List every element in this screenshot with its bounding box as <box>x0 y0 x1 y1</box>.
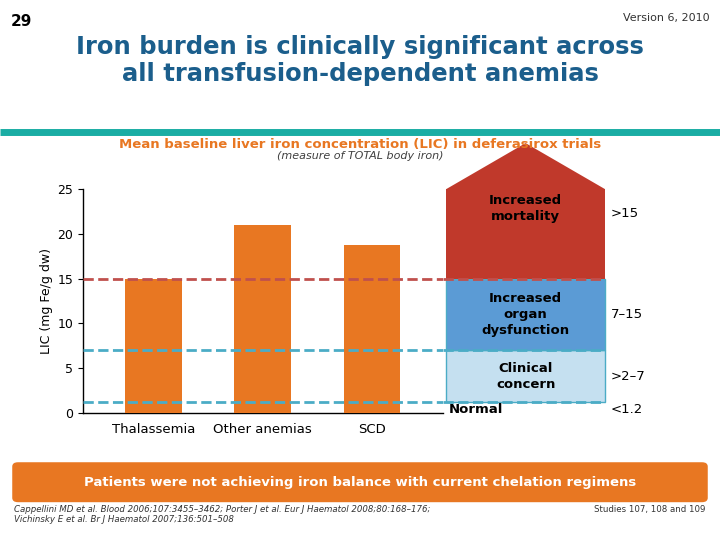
Text: Patients were not achieving iron balance with current chelation regimens: Patients were not achieving iron balance… <box>84 476 636 489</box>
Text: Increased
organ
dysfunction: Increased organ dysfunction <box>482 292 570 337</box>
Text: Version 6, 2010: Version 6, 2010 <box>623 14 709 24</box>
Text: <1.2: <1.2 <box>611 403 643 416</box>
Text: Iron burden is clinically significant across
all transfusion-dependent anemias: Iron burden is clinically significant ac… <box>76 35 644 86</box>
Text: Clinical
concern: Clinical concern <box>496 362 555 391</box>
Text: >15: >15 <box>611 207 639 220</box>
Text: Studies 107, 108 and 109: Studies 107, 108 and 109 <box>594 505 706 514</box>
Text: 7–15: 7–15 <box>611 308 643 321</box>
Text: Increased
mortality: Increased mortality <box>489 194 562 222</box>
Text: Cappellini MD et al. Blood 2006;107:3455–3462; Porter J et al. Eur J Haematol 20: Cappellini MD et al. Blood 2006;107:3455… <box>14 505 431 524</box>
Y-axis label: LIC (mg Fe/g dw): LIC (mg Fe/g dw) <box>40 248 53 354</box>
Text: Normal: Normal <box>449 403 503 416</box>
Text: Mean baseline liver iron concentration (LIC) in deferasirox trials: Mean baseline liver iron concentration (… <box>119 138 601 151</box>
Text: >2–7: >2–7 <box>611 370 645 383</box>
Bar <box>343 245 400 413</box>
Bar <box>125 279 182 413</box>
Bar <box>235 225 291 413</box>
Text: 29: 29 <box>11 14 32 29</box>
Text: (measure of TOTAL body iron): (measure of TOTAL body iron) <box>276 151 444 161</box>
